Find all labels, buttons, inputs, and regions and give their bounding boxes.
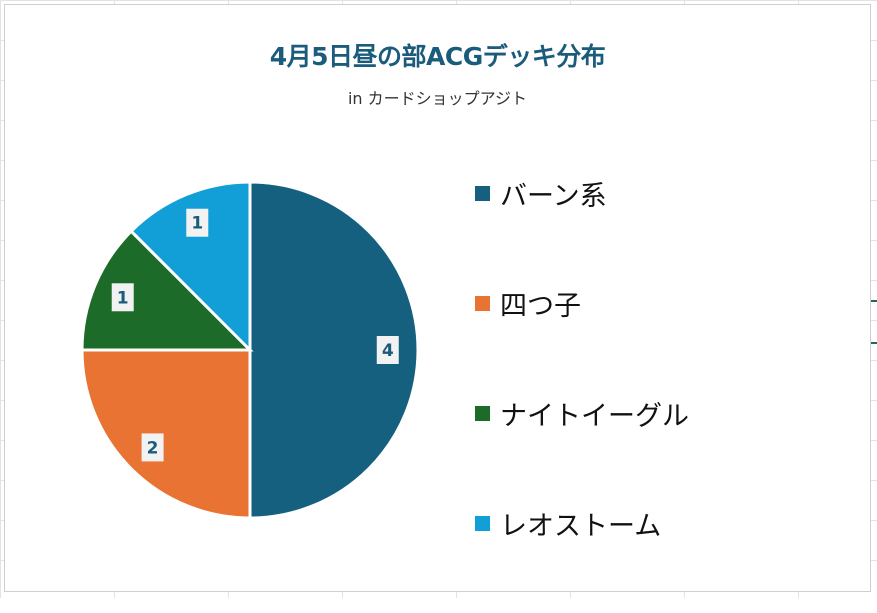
sheet-edge-mark (871, 300, 877, 302)
data-label: 4 (376, 336, 399, 364)
data-label-text: 1 (117, 288, 129, 308)
sheet-edge-mark (871, 342, 877, 344)
legend-swatch (475, 515, 490, 531)
pie-chart: 4 2 1 1 (80, 180, 420, 520)
pie-slice[interactable] (80, 229, 254, 352)
chart-title: 4月5日昼の部ACGデッキ分布 (269, 42, 606, 71)
data-label-text: 4 (382, 341, 394, 361)
data-label-box (186, 208, 209, 237)
pie-slice[interactable] (248, 180, 420, 520)
legend-label: バーン系 (500, 180, 607, 212)
legend-item: レオストーム (475, 503, 689, 543)
chart-subtitle: in カードショップアジト (347, 89, 528, 108)
legend-label: 四つ子 (500, 290, 581, 322)
data-label: 2 (141, 433, 164, 462)
pie-slice[interactable] (129, 180, 252, 354)
legend-item: 四つ子 (475, 283, 689, 323)
legend-item: バーン系 (475, 173, 689, 213)
data-label-box (376, 336, 399, 364)
data-label-box (141, 433, 164, 462)
legend-swatch (475, 295, 490, 311)
data-label: 1 (186, 208, 209, 237)
data-label: 1 (111, 283, 134, 312)
legend-item: ナイトイーグル (475, 393, 689, 433)
data-label-box (111, 283, 134, 312)
legend-label: ナイトイーグル (500, 400, 689, 432)
legend-swatch (475, 185, 490, 201)
legend-label: レオストーム (500, 510, 662, 542)
legend: バーン系 四つ子 ナイトイーグル レオストーム (475, 173, 689, 613)
pie-slice[interactable] (80, 348, 252, 520)
data-label-text: 1 (191, 214, 203, 234)
legend-swatch (475, 405, 490, 421)
data-label-text: 2 (147, 438, 159, 458)
